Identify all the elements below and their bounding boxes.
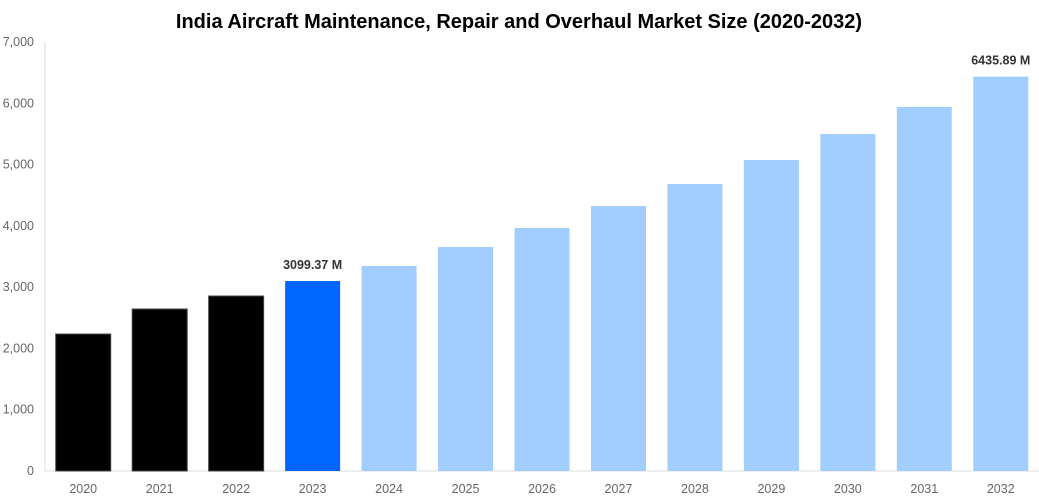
x-tick-label: 2031 [910, 482, 938, 496]
bar-2025 [438, 247, 494, 471]
bar-2026 [514, 228, 570, 471]
x-tick-label: 2021 [146, 482, 174, 496]
bar-2031 [896, 107, 952, 471]
bar-2030 [820, 134, 876, 471]
x-tick-label: 2022 [222, 482, 250, 496]
y-tick-label: 6,000 [3, 96, 34, 110]
bar-2021 [131, 308, 188, 472]
x-tick-label: 2026 [528, 482, 556, 496]
bar-2028 [667, 183, 723, 471]
x-tick-label: 2028 [681, 482, 709, 496]
bar-2022 [208, 295, 265, 472]
bar-2020 [55, 333, 112, 472]
y-tick-label: 2,000 [3, 341, 34, 355]
y-tick-label: 0 [27, 464, 34, 478]
bar-2027 [590, 206, 646, 472]
y-tick-label: 7,000 [3, 35, 34, 49]
x-tick-label: 2030 [834, 482, 862, 496]
x-tick-label: 2032 [987, 482, 1015, 496]
chart-title: India Aircraft Maintenance, Repair and O… [176, 11, 862, 33]
y-tick-label: 4,000 [3, 219, 34, 233]
x-tick-label: 2024 [375, 482, 403, 496]
bar-2023 [285, 281, 341, 471]
y-tick-label: 3,000 [3, 280, 34, 294]
y-tick-label: 5,000 [3, 158, 34, 172]
x-tick-label: 2025 [452, 482, 480, 496]
data-label: 6435.89 M [971, 54, 1030, 68]
bar-2032 [973, 76, 1029, 471]
x-tick-label: 2029 [757, 482, 785, 496]
x-tick-label: 2023 [299, 482, 327, 496]
bar-2029 [743, 160, 799, 471]
x-tick-label: 2027 [605, 482, 633, 496]
x-tick-label: 2020 [69, 482, 97, 496]
bar-2024 [361, 265, 417, 471]
y-tick-label: 1,000 [3, 403, 34, 417]
data-label: 3099.37 M [283, 258, 342, 272]
